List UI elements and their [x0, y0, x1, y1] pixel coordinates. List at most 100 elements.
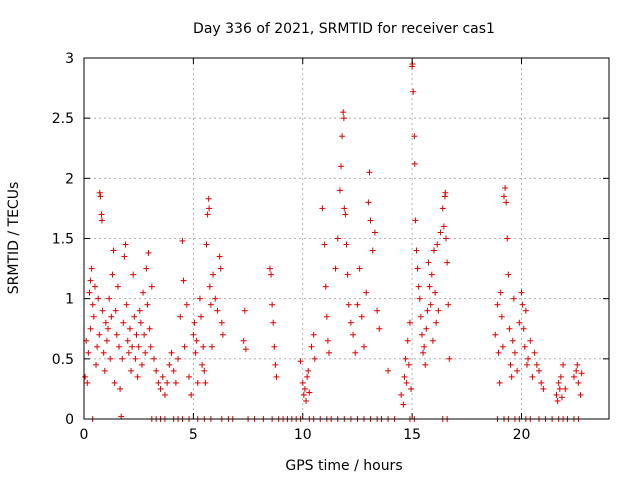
data-point: [310, 331, 317, 338]
data-point: [91, 283, 98, 290]
data-point: [119, 355, 126, 362]
data-point: [219, 331, 226, 338]
data-points: [82, 61, 585, 422]
data-point: [529, 373, 536, 380]
data-point: [574, 361, 581, 368]
data-point: [88, 265, 95, 272]
data-point: [82, 373, 89, 380]
data-point: [439, 205, 446, 212]
data-point: [492, 331, 499, 338]
data-point: [336, 187, 343, 194]
data-point: [405, 361, 412, 368]
data-point: [110, 247, 117, 254]
data-point: [203, 241, 210, 248]
data-point: [425, 259, 432, 266]
data-point: [361, 343, 367, 350]
data-point: [374, 307, 381, 314]
data-point: [531, 349, 538, 356]
data-point: [198, 313, 205, 320]
data-point: [155, 379, 162, 386]
data-point: [131, 313, 138, 320]
data-point: [496, 379, 503, 386]
data-point: [179, 237, 186, 244]
data-point: [418, 331, 425, 338]
data-point: [366, 169, 373, 176]
data-point: [196, 295, 203, 302]
data-point: [84, 379, 91, 386]
data-point: [87, 277, 94, 284]
data-point: [95, 295, 102, 302]
data-point: [538, 379, 545, 386]
data-point: [562, 385, 569, 392]
data-point: [403, 379, 410, 386]
data-point: [103, 337, 110, 344]
data-point: [135, 343, 142, 350]
data-point: [411, 160, 418, 167]
data-point: [350, 331, 357, 338]
y-tick-label: 0.5: [52, 352, 74, 368]
data-point: [540, 385, 547, 392]
data-point: [175, 355, 182, 362]
data-point: [560, 361, 567, 368]
data-point: [525, 355, 532, 362]
data-point: [144, 301, 151, 308]
data-point: [128, 367, 135, 374]
data-point: [339, 133, 346, 140]
data-point: [108, 313, 115, 320]
data-point: [556, 385, 563, 392]
data-point: [519, 301, 526, 308]
data-point: [85, 349, 92, 356]
data-point: [90, 313, 97, 320]
data-point: [193, 337, 200, 344]
data-point: [201, 367, 208, 374]
data-point: [207, 301, 214, 308]
data-point: [443, 235, 450, 242]
data-point: [157, 385, 164, 392]
data-point: [273, 373, 280, 380]
data-point: [502, 184, 509, 191]
data-point: [100, 349, 107, 356]
data-point: [164, 379, 171, 386]
data-point: [433, 319, 440, 326]
data-point: [217, 265, 224, 272]
data-point: [93, 361, 100, 368]
data-point: [558, 394, 565, 401]
data-point: [269, 301, 276, 308]
data-point: [271, 343, 278, 350]
data-point: [97, 193, 104, 200]
data-point: [132, 355, 139, 362]
data-point: [416, 295, 423, 302]
data-point: [210, 271, 217, 278]
data-point: [148, 283, 155, 290]
data-point: [554, 397, 561, 404]
data-point: [423, 325, 430, 332]
data-point: [145, 249, 152, 256]
data-point: [130, 271, 137, 278]
data-point: [205, 195, 212, 202]
data-point: [504, 235, 511, 242]
data-point: [146, 325, 153, 332]
data-point: [268, 271, 275, 278]
data-point: [527, 337, 534, 344]
data-point: [410, 88, 417, 95]
data-point: [322, 283, 329, 290]
data-point: [305, 367, 312, 374]
data-point: [199, 361, 206, 368]
data-point: [133, 331, 140, 338]
data-point: [411, 133, 418, 140]
data-point: [509, 337, 516, 344]
data-point: [341, 205, 348, 212]
data-point: [415, 283, 422, 290]
data-point: [369, 247, 376, 254]
data-point: [218, 319, 225, 326]
chart-title: Day 336 of 2021, SRMTID for receiver cas…: [193, 21, 495, 37]
data-point: [505, 271, 512, 278]
data-point: [507, 361, 514, 368]
data-point: [522, 307, 529, 314]
axis-ticks: 0 5 10 15 20 0 0.5 1 1.5 2 2.5 3: [52, 51, 609, 443]
data-point: [417, 313, 424, 320]
data-point: [172, 379, 179, 386]
data-point: [212, 295, 219, 302]
data-point: [89, 301, 96, 308]
